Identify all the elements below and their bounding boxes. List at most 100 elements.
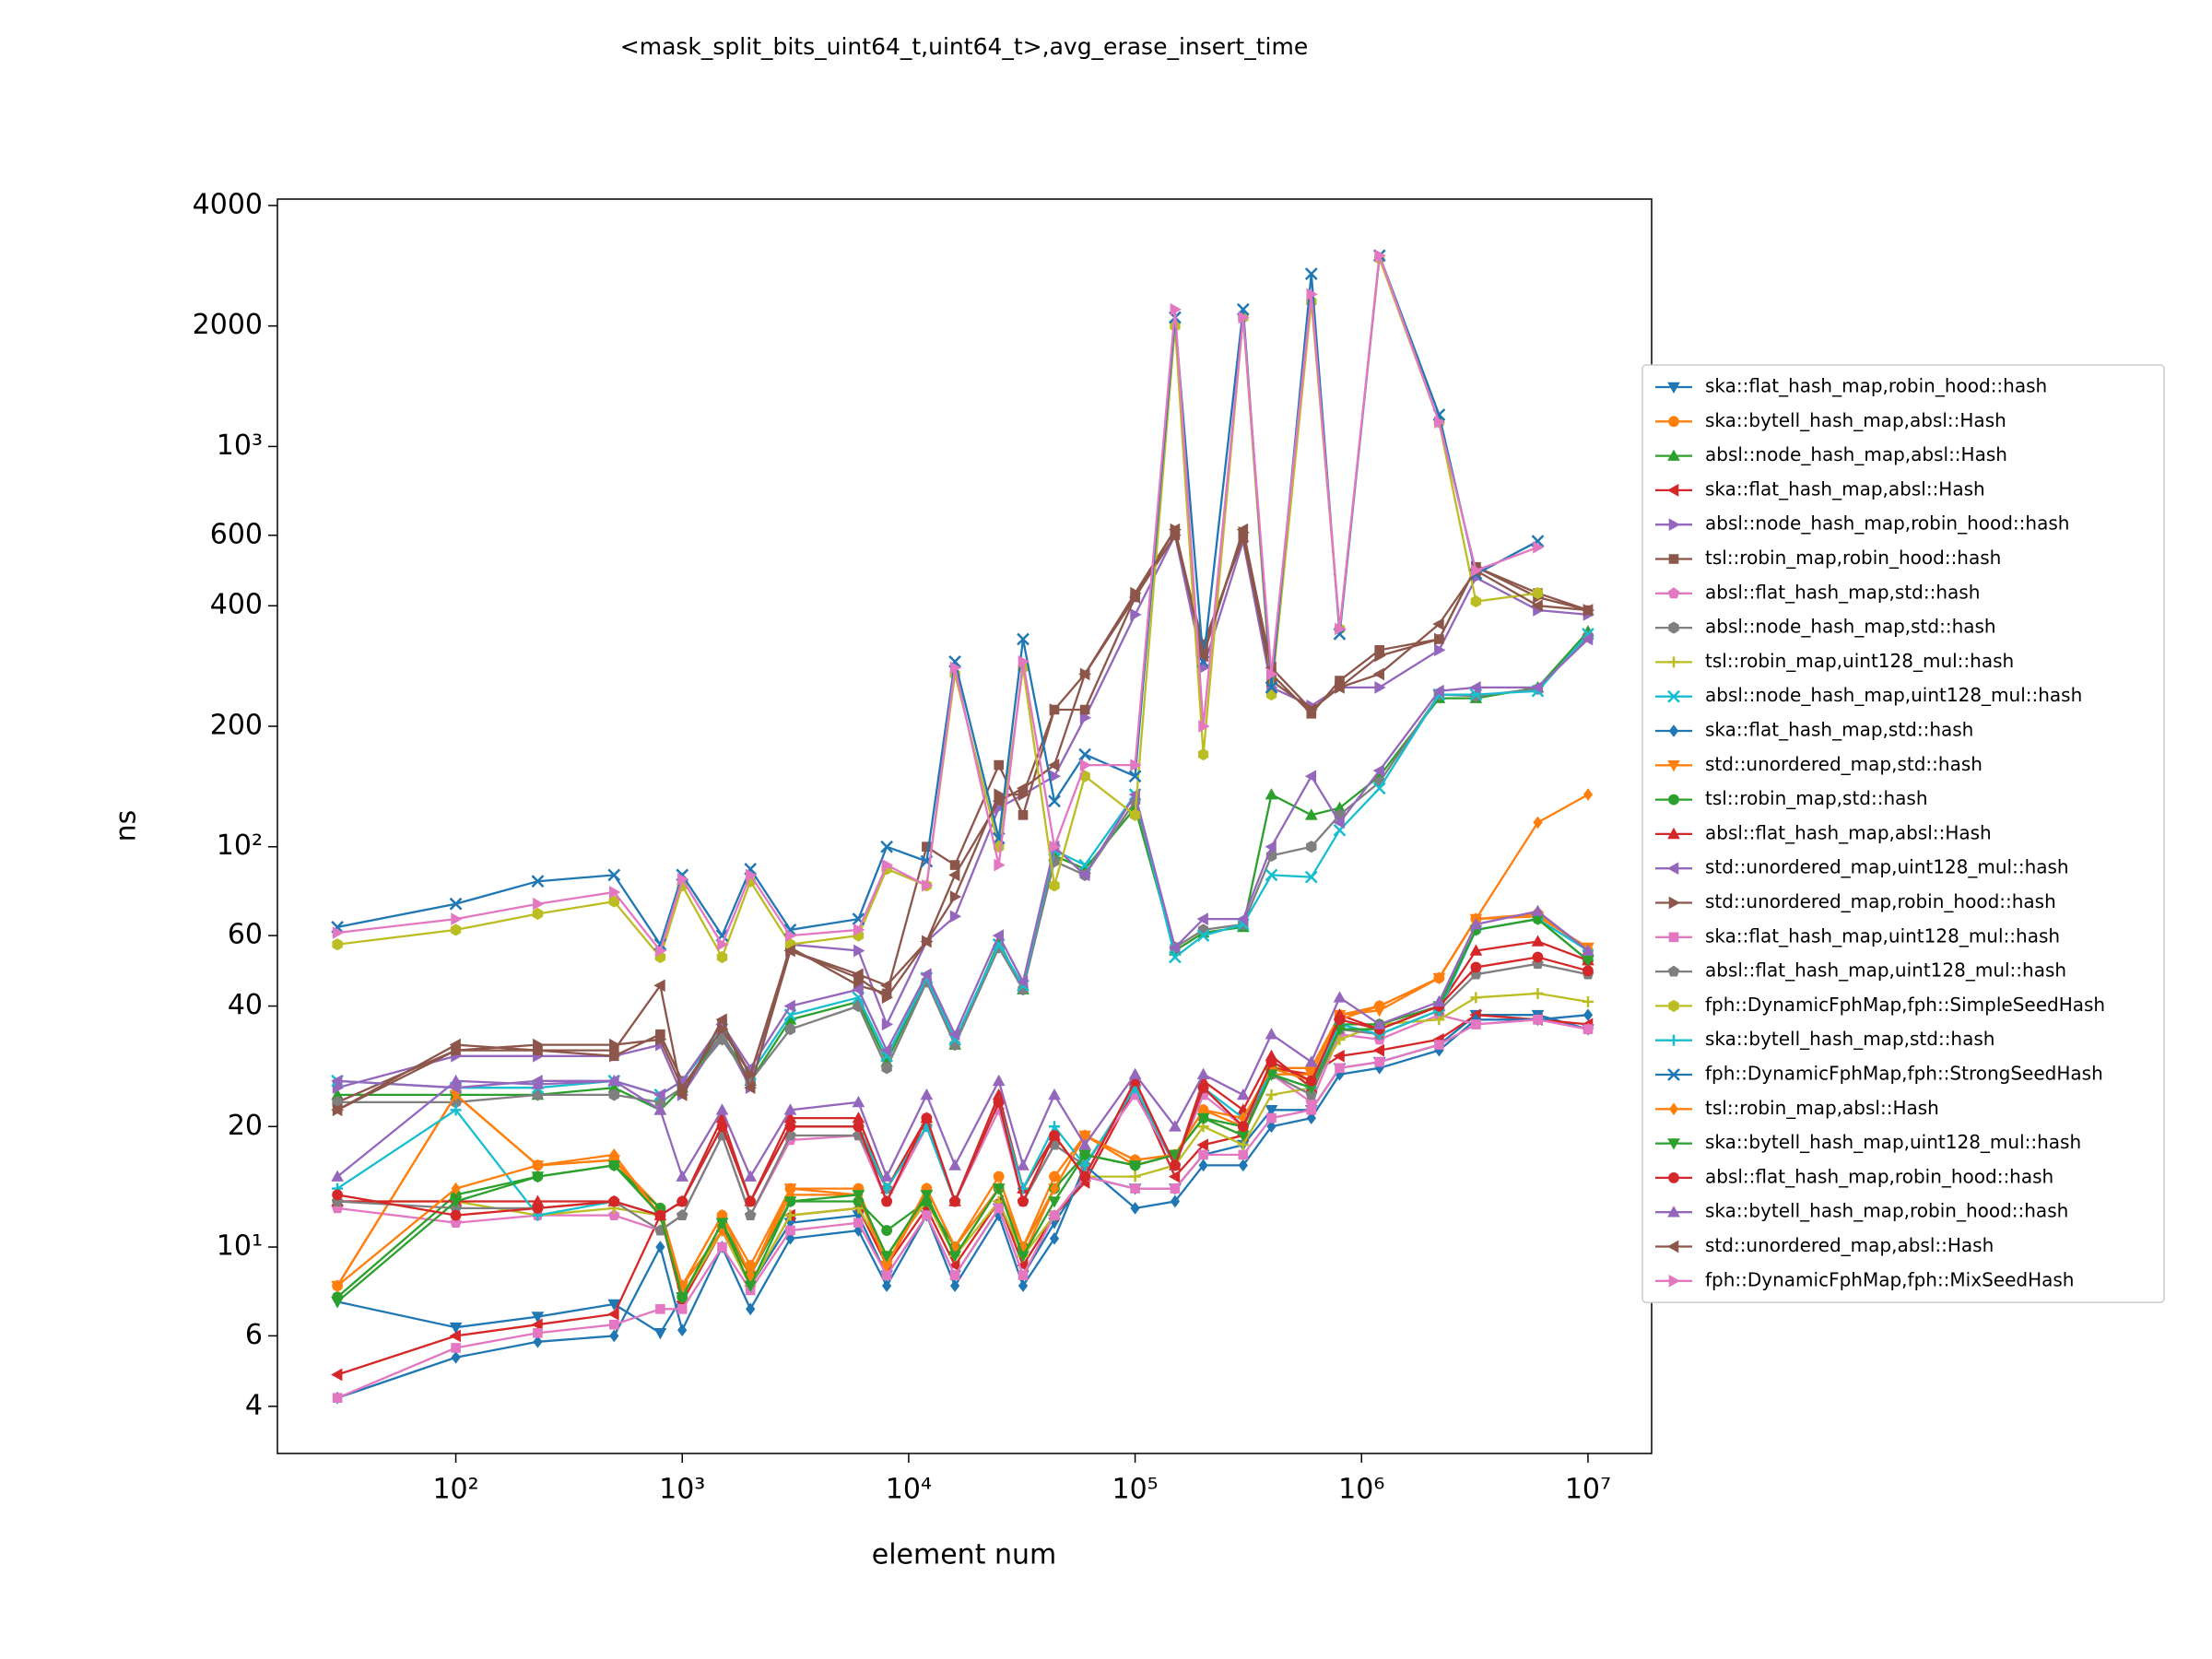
y-tick-label: 10³ [217,429,263,462]
legend-label: ska::bytell_hash_map,uint128_mul::hash [1705,1131,2081,1153]
legend-item: tsl::robin_map,uint128_mul::hash [1655,650,2014,672]
marker [1018,1279,1029,1292]
marker [1265,1069,1278,1081]
legend-label: std::unordered_map,uint128_mul::hash [1705,856,2069,878]
marker [331,1368,343,1382]
marker [1531,599,1543,613]
marker [1169,1120,1182,1132]
marker [853,924,865,936]
x-tick-label: 10⁶ [1338,1474,1384,1506]
marker [1236,523,1249,536]
chart-title: <mask_split_bits_uint64_t,uint64_t>,avg_… [620,33,1308,60]
marker [531,875,545,888]
marker [852,982,864,996]
marker [784,1209,796,1221]
marker [1078,1149,1091,1161]
marker [1667,449,1680,461]
marker [449,897,463,911]
series-line [336,254,1538,953]
marker [783,1196,797,1208]
marker [717,1241,727,1253]
marker [607,1074,621,1087]
legend-label: ska::flat_hash_map,robin_hood::hash [1705,375,2047,397]
marker [1666,484,1679,497]
y-axis-label: ns [111,810,143,842]
x-tick-label: 10⁵ [1112,1474,1158,1506]
marker [1128,1067,1142,1079]
marker [654,1209,666,1221]
marker [715,1013,727,1027]
marker [653,1088,665,1101]
marker [1668,932,1679,943]
marker [1306,1112,1316,1124]
marker [449,1329,461,1343]
marker [994,1203,1004,1214]
marker [1265,788,1278,800]
marker [1079,704,1090,715]
marker [607,1307,619,1321]
marker [949,661,962,675]
legend-label: ska::flat_hash_map,uint128_mul::hash [1705,924,2060,947]
marker [1078,1138,1091,1150]
marker [1018,655,1030,668]
marker [744,1208,757,1220]
marker [1049,1231,1060,1245]
legend-item: ska::bytell_hash_map,absl::Hash [1655,409,2006,431]
marker [1049,840,1062,853]
marker [745,1195,757,1207]
marker [881,1270,892,1280]
marker [1266,667,1278,681]
marker [1196,929,1210,942]
marker [1532,587,1544,600]
legend-label: absl::flat_hash_map,std::hash [1705,581,1980,603]
marker [1265,1028,1278,1040]
marker [1531,681,1543,694]
marker [1533,1015,1543,1025]
legend-label: std::unordered_map,absl::Hash [1705,1234,1994,1256]
marker [653,1103,667,1115]
marker [533,1335,543,1348]
marker [1049,879,1060,892]
marker [1196,1112,1210,1125]
legend-item: absl::flat_hash_map,std::hash [1655,581,1980,603]
y-tick-label: 60 [228,919,263,951]
marker [1169,1159,1181,1171]
marker [1078,868,1090,882]
marker [451,1343,461,1353]
legend-label: absl::node_hash_map,robin_hood::hash [1705,512,2069,535]
y-tick-label: 20 [228,1110,263,1142]
legend-label: tsl::robin_map,robin_hood::hash [1705,547,2001,569]
marker [853,1121,865,1133]
marker [1666,862,1679,876]
marker [1668,1034,1679,1046]
legend-label: ska::flat_hash_map,absl::Hash [1705,477,1985,500]
marker [1668,1274,1681,1288]
marker [607,1160,621,1172]
marker [1335,1063,1345,1074]
marker [1434,643,1446,657]
marker [1668,999,1679,1012]
marker [1238,1149,1249,1160]
marker [1469,944,1483,956]
marker [607,1043,619,1057]
marker [533,1159,543,1172]
marker [609,886,621,899]
marker [1049,1171,1060,1182]
marker [1668,1102,1679,1116]
marker [1374,249,1386,263]
marker [1197,748,1209,761]
marker [784,1023,796,1036]
marker [880,1170,893,1182]
legend-item: std::unordered_map,std::hash [1655,753,1983,775]
marker [449,1074,463,1087]
marker [1582,995,1594,1007]
marker [332,926,345,939]
marker [1130,1183,1140,1194]
y-tick-label: 40 [228,989,263,1021]
marker [717,937,729,951]
marker [450,924,462,936]
marker [1372,782,1386,795]
legend-label: std::unordered_map,std::hash [1705,753,1983,775]
marker [1130,608,1142,621]
marker [1304,703,1317,716]
